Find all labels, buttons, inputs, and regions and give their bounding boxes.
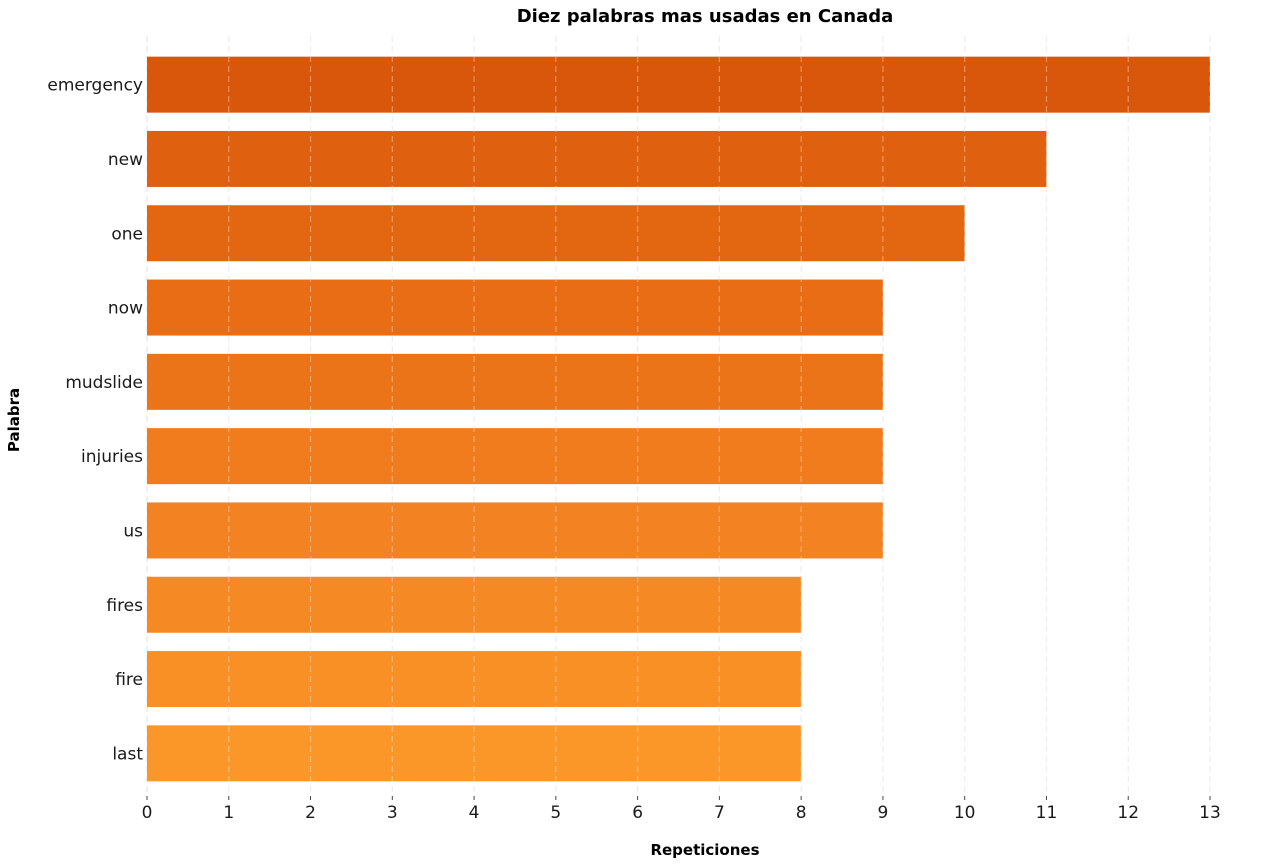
category-label-one: one [111,224,143,244]
x-tick-label-5: 5 [550,803,561,823]
x-tick-label-2: 2 [305,803,316,823]
category-label-mudslide: mudslide [65,373,143,393]
bar-mudslide [147,353,883,410]
x-tick-label-0: 0 [142,803,153,823]
x-tick-label-4: 4 [469,803,480,823]
category-label-injuries: injuries [81,447,143,467]
category-label-new: new [108,150,143,170]
bar-fires [147,576,802,633]
x-tick-label-7: 7 [714,803,725,823]
x-tick-label-1: 1 [223,803,234,823]
category-labels: emergency new one now mudslide injuries us fire… [47,76,143,765]
x-axis-label: Repeticiones [650,841,759,859]
x-tick-label-9: 9 [878,803,889,823]
bar-now [147,279,883,336]
x-tick-label-10: 10 [954,803,976,823]
bar-us [147,502,883,559]
category-label-fire: fire [115,670,143,690]
bar-emergency [147,56,1210,113]
category-label-fires: fires [106,596,143,616]
bar-new [147,130,1047,187]
x-tick-label-11: 11 [1036,803,1058,823]
x-tick-label-6: 6 [632,803,643,823]
x-tick-label-8: 8 [796,803,807,823]
x-tick-label-3: 3 [387,803,398,823]
bar-injuries [147,428,883,485]
x-tick-label-12: 12 [1117,803,1139,823]
x-tick-label-13: 13 [1199,803,1221,823]
x-tick-labels: 0 1 2 3 4 5 6 7 8 9 10 11 12 13 [142,796,1221,823]
y-axis-label: Palabra [5,388,23,452]
chart-title: Diez palabras mas usadas en Canada [517,6,894,27]
bars [147,36,1211,795]
category-label-us: us [123,521,143,541]
bar-fire [147,651,802,708]
category-label-now: now [108,299,143,319]
bar-last [147,725,802,782]
bar-one [147,205,965,262]
category-label-last: last [112,744,143,764]
category-label-emergency: emergency [47,76,143,96]
